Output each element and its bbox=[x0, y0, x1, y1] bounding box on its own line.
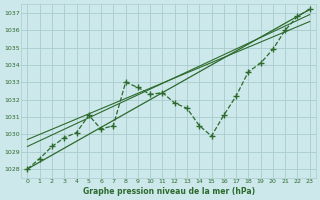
X-axis label: Graphe pression niveau de la mer (hPa): Graphe pression niveau de la mer (hPa) bbox=[83, 187, 255, 196]
